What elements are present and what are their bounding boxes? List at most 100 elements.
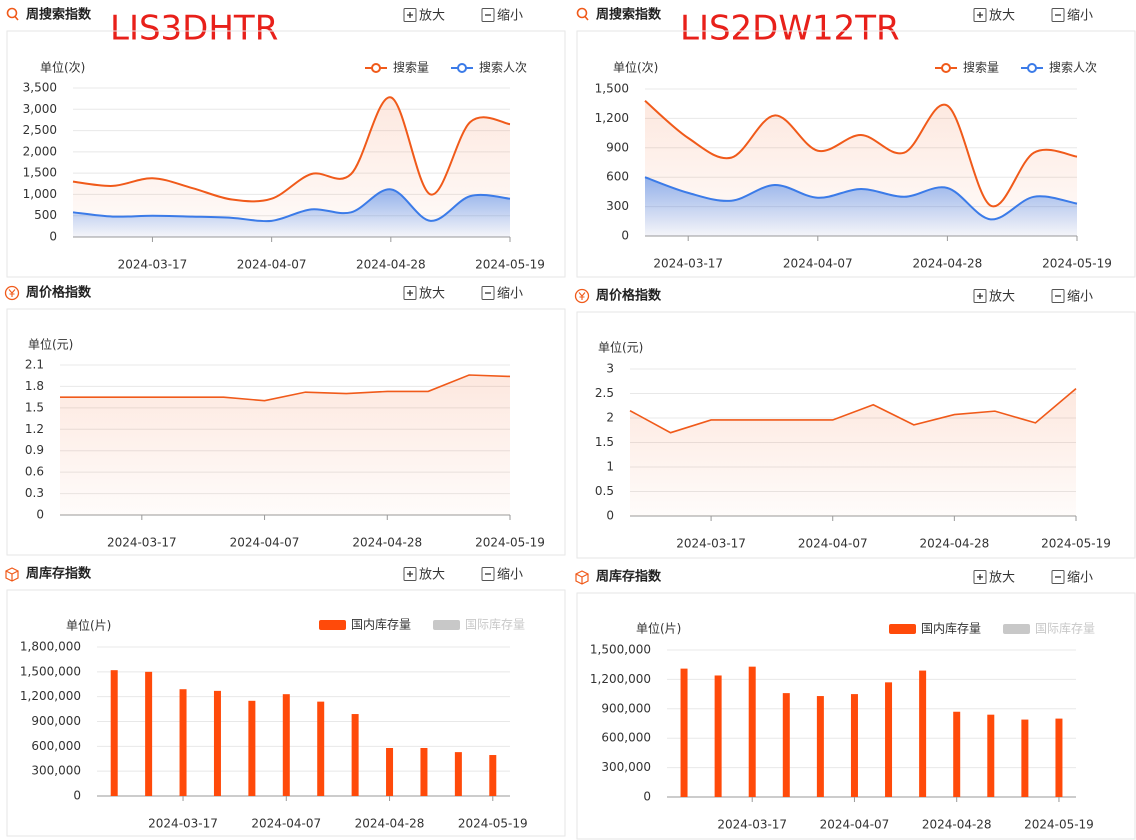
y-tick-label: 1,000 bbox=[23, 187, 57, 201]
bar bbox=[987, 714, 995, 797]
legend-label[interactable]: 国内库存量 bbox=[351, 617, 411, 632]
legend-dot[interactable] bbox=[941, 63, 951, 73]
zoom-button-label[interactable]: 缩小 bbox=[1067, 570, 1093, 586]
x-tick-label: 2024-04-07 bbox=[237, 258, 307, 272]
yen-icon bbox=[4, 285, 20, 301]
legend-dot[interactable] bbox=[457, 63, 467, 73]
zoom-button-label[interactable]: 放大 bbox=[419, 568, 445, 583]
zoom-button[interactable]: 缩小 bbox=[1051, 289, 1093, 305]
bar bbox=[748, 666, 756, 797]
panel-title: 周库存指数 bbox=[26, 566, 92, 582]
y-tick-label: 2,000 bbox=[23, 144, 57, 158]
yen-icon-mark bbox=[578, 292, 586, 300]
y-tick-label: 0 bbox=[643, 790, 651, 804]
x-tick-label: 2024-05-19 bbox=[475, 536, 545, 550]
y-tick-label: 0.5 bbox=[595, 484, 614, 498]
y-tick-label: 1,500 bbox=[595, 82, 629, 96]
series-area bbox=[73, 189, 510, 237]
bar bbox=[816, 696, 824, 797]
x-tick-label: 2024-05-19 bbox=[458, 817, 528, 831]
zoom-button-label[interactable]: 放大 bbox=[419, 287, 445, 302]
panel-title: 周搜索指数 bbox=[26, 7, 92, 23]
legend-label[interactable]: 搜索量 bbox=[963, 60, 999, 75]
series-line bbox=[644, 176, 1078, 221]
y-tick-label: 3,500 bbox=[23, 81, 57, 95]
legend-label[interactable]: 搜索人次 bbox=[479, 60, 527, 75]
bar bbox=[714, 675, 722, 797]
legend-label[interactable]: 国际库存量 bbox=[1035, 621, 1095, 636]
y-axis-unit: 单位(片) bbox=[636, 621, 681, 636]
legend-swatch[interactable] bbox=[319, 620, 346, 630]
legend-swatch[interactable] bbox=[433, 620, 460, 630]
series-line bbox=[644, 100, 1078, 208]
zoom-button[interactable]: 放大 bbox=[403, 8, 445, 24]
zoom-button[interactable]: 缩小 bbox=[481, 567, 523, 583]
bar bbox=[850, 694, 858, 797]
bar bbox=[782, 693, 790, 797]
legend-dot[interactable] bbox=[1027, 63, 1037, 73]
zoom-button[interactable]: 缩小 bbox=[481, 8, 523, 24]
zoom-button-label[interactable]: 缩小 bbox=[497, 8, 523, 24]
y-tick-label: 0 bbox=[621, 229, 629, 243]
y-axis-unit: 单位(元) bbox=[598, 340, 643, 355]
legend-label[interactable]: 搜索人次 bbox=[1049, 60, 1097, 75]
x-tick-label: 2024-04-07 bbox=[798, 537, 868, 551]
zoom-button-label[interactable]: 放大 bbox=[989, 290, 1015, 305]
legend-swatch[interactable] bbox=[1003, 624, 1030, 634]
legend-label[interactable]: 搜索量 bbox=[393, 60, 429, 75]
y-tick-label: 0.6 bbox=[25, 465, 44, 479]
zoom-button-label[interactable]: 放大 bbox=[419, 9, 445, 24]
zoom-button[interactable]: 放大 bbox=[973, 570, 1015, 586]
bar bbox=[420, 747, 428, 796]
zoom-button-label[interactable]: 缩小 bbox=[1067, 8, 1093, 24]
zoom-button-label[interactable]: 缩小 bbox=[497, 286, 523, 302]
box-icon bbox=[5, 567, 19, 582]
x-tick-label: 2024-03-17 bbox=[107, 536, 177, 550]
zoom-button[interactable]: 缩小 bbox=[1051, 8, 1093, 24]
bar bbox=[680, 668, 688, 797]
zoom-button-label[interactable]: 缩小 bbox=[497, 567, 523, 583]
bar bbox=[885, 682, 893, 797]
x-tick-label: 2024-03-17 bbox=[148, 817, 218, 831]
zoom-button-label[interactable]: 放大 bbox=[989, 571, 1015, 586]
x-tick-label: 2024-03-17 bbox=[653, 257, 723, 271]
y-tick-label: 1.5 bbox=[595, 435, 614, 449]
y-tick-label: 300,000 bbox=[601, 760, 651, 774]
product-label: LIS3DHTR bbox=[110, 9, 278, 49]
zoom-button[interactable]: 放大 bbox=[973, 8, 1015, 24]
panel-border bbox=[576, 30, 1136, 278]
zoom-button[interactable]: 放大 bbox=[403, 567, 445, 583]
y-tick-label: 1 bbox=[606, 460, 614, 474]
zoom-button[interactable]: 放大 bbox=[973, 289, 1015, 305]
legend-label[interactable]: 国际库存量 bbox=[465, 617, 525, 632]
legend-dot[interactable] bbox=[371, 63, 381, 73]
legend-label[interactable]: 国内库存量 bbox=[921, 621, 981, 636]
bar bbox=[179, 689, 187, 796]
x-tick-label: 2024-04-28 bbox=[913, 257, 983, 271]
series-area bbox=[60, 375, 510, 515]
zoom-button-symbol bbox=[977, 574, 983, 580]
bar bbox=[1021, 719, 1029, 797]
y-tick-label: 900,000 bbox=[601, 701, 651, 715]
bar bbox=[489, 755, 497, 796]
legend-swatch[interactable] bbox=[889, 624, 916, 634]
zoom-button[interactable]: 放大 bbox=[403, 286, 445, 302]
zoom-button-label[interactable]: 缩小 bbox=[1067, 289, 1093, 305]
x-tick-label: 2024-04-07 bbox=[251, 817, 321, 831]
x-tick-label: 2024-03-17 bbox=[676, 537, 746, 551]
bar bbox=[248, 700, 256, 796]
y-axis-unit: 单位(元) bbox=[28, 337, 73, 352]
y-tick-label: 1,800,000 bbox=[20, 640, 81, 654]
bar bbox=[282, 694, 290, 796]
zoom-button-symbol bbox=[407, 290, 413, 296]
zoom-button[interactable]: 缩小 bbox=[481, 286, 523, 302]
y-axis-unit: 单位(次) bbox=[40, 60, 85, 75]
x-tick-label: 2024-03-17 bbox=[118, 258, 188, 272]
zoom-button[interactable]: 缩小 bbox=[1051, 570, 1093, 586]
zoom-button-label[interactable]: 放大 bbox=[989, 9, 1015, 24]
yen-icon bbox=[574, 288, 590, 304]
bar bbox=[351, 714, 359, 796]
zoom-button-symbol bbox=[977, 293, 983, 299]
y-tick-label: 2.5 bbox=[595, 386, 614, 400]
y-tick-label: 1,500,000 bbox=[590, 643, 651, 657]
